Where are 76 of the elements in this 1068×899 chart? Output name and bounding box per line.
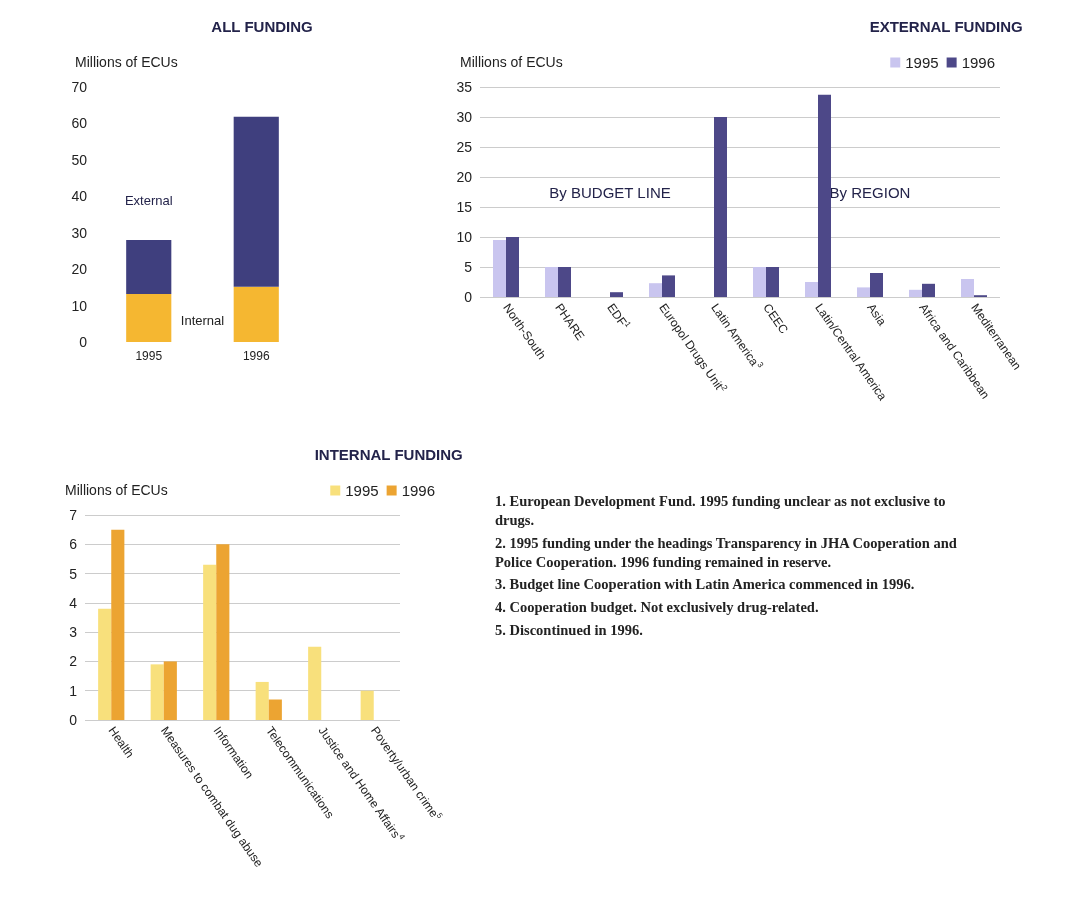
y-tick-label: 35 xyxy=(456,79,473,95)
y-tick-label: 1 xyxy=(69,682,78,699)
text: 4. Cooperation budget. Not exclusively drug-related. xyxy=(495,598,820,618)
bar xyxy=(150,664,164,720)
y-tick-label: 60 xyxy=(71,115,88,132)
bar xyxy=(961,279,974,297)
y-tick-label: 0 xyxy=(69,712,78,728)
legend-label: 1995 xyxy=(905,54,939,71)
text: 1. European Development Fund. 1995 funding unclear as not exclusive to drugs. xyxy=(495,492,947,530)
bar xyxy=(766,267,779,297)
bar xyxy=(909,289,922,297)
bar xyxy=(922,283,935,297)
bar xyxy=(857,287,870,297)
chart-title: ALL FUNDING xyxy=(211,18,313,35)
y-tick-label: 7 xyxy=(69,507,78,523)
y-tick-label: 70 xyxy=(71,79,88,95)
y-tick-label: 10 xyxy=(456,229,473,245)
y-tick-label: 30 xyxy=(71,224,88,241)
y-tick-label: 4 xyxy=(69,594,78,611)
y-tick-label: 5 xyxy=(464,259,473,275)
x-tick-label: 1996 xyxy=(242,349,270,363)
chart-title: INTERNAL FUNDING xyxy=(314,446,463,463)
annotation: By BUDGET LINE xyxy=(549,183,671,201)
bar xyxy=(714,117,727,297)
bar xyxy=(805,282,818,297)
y-tick-label: 10 xyxy=(71,297,88,314)
text: 5. Discontinued in 1996. xyxy=(495,621,644,640)
bar xyxy=(649,283,662,297)
text: 3. Budget line Cooperation with Latin America commenced in 1996. xyxy=(495,575,916,595)
bar xyxy=(111,529,125,720)
bar xyxy=(203,564,217,720)
bar xyxy=(126,293,172,342)
y-tick-label: 40 xyxy=(71,188,88,205)
y-tick-label: 15 xyxy=(456,199,473,215)
bar xyxy=(233,116,279,287)
bar xyxy=(233,286,279,342)
y-axis-title: Millions of ECUs xyxy=(65,482,168,498)
text: 2. 1995 funding under the headings Transparency in JHA Cooperation and Police Cooperation. 1996 funding remained in reserve. xyxy=(495,533,958,572)
bar xyxy=(216,544,230,720)
bar xyxy=(360,690,374,720)
x-tick-label: 1995 xyxy=(135,349,163,363)
bar xyxy=(98,608,112,720)
chart-title: EXTERNAL FUNDING xyxy=(869,18,1023,35)
y-tick-label: 50 xyxy=(71,151,88,168)
bar xyxy=(818,94,831,297)
bar xyxy=(558,267,571,297)
y-tick-label: 3 xyxy=(69,624,78,641)
bar xyxy=(545,267,558,297)
y-tick-label: 5 xyxy=(69,565,78,582)
bar xyxy=(610,292,623,297)
bar xyxy=(870,273,883,297)
bar xyxy=(308,646,322,720)
y-tick-label: 20 xyxy=(71,261,88,278)
y-tick-label: 20 xyxy=(456,169,473,185)
y-tick-label: 30 xyxy=(456,109,473,125)
bar xyxy=(163,661,177,720)
legend-label: 1996 xyxy=(961,54,996,71)
y-tick-label: 2 xyxy=(69,653,78,670)
bar xyxy=(255,681,269,720)
y-tick-label: 0 xyxy=(464,289,473,305)
legend-label: 1996 xyxy=(401,482,436,499)
legend-label: 1995 xyxy=(345,482,379,499)
y-axis-title: Millions of ECUs xyxy=(75,54,178,70)
annotation: By REGION xyxy=(829,183,911,201)
bar xyxy=(126,240,172,294)
bar xyxy=(493,240,506,297)
y-tick-label: 6 xyxy=(69,536,78,553)
bar xyxy=(268,699,282,720)
series-label: Internal xyxy=(180,312,225,328)
text: External xyxy=(124,192,173,208)
bar xyxy=(662,275,675,297)
y-tick-label: 25 xyxy=(456,139,473,155)
bar xyxy=(506,237,519,297)
y-axis-title: Millions of ECUs xyxy=(460,54,563,70)
bar xyxy=(753,267,766,297)
y-tick-label: 0 xyxy=(79,334,88,350)
